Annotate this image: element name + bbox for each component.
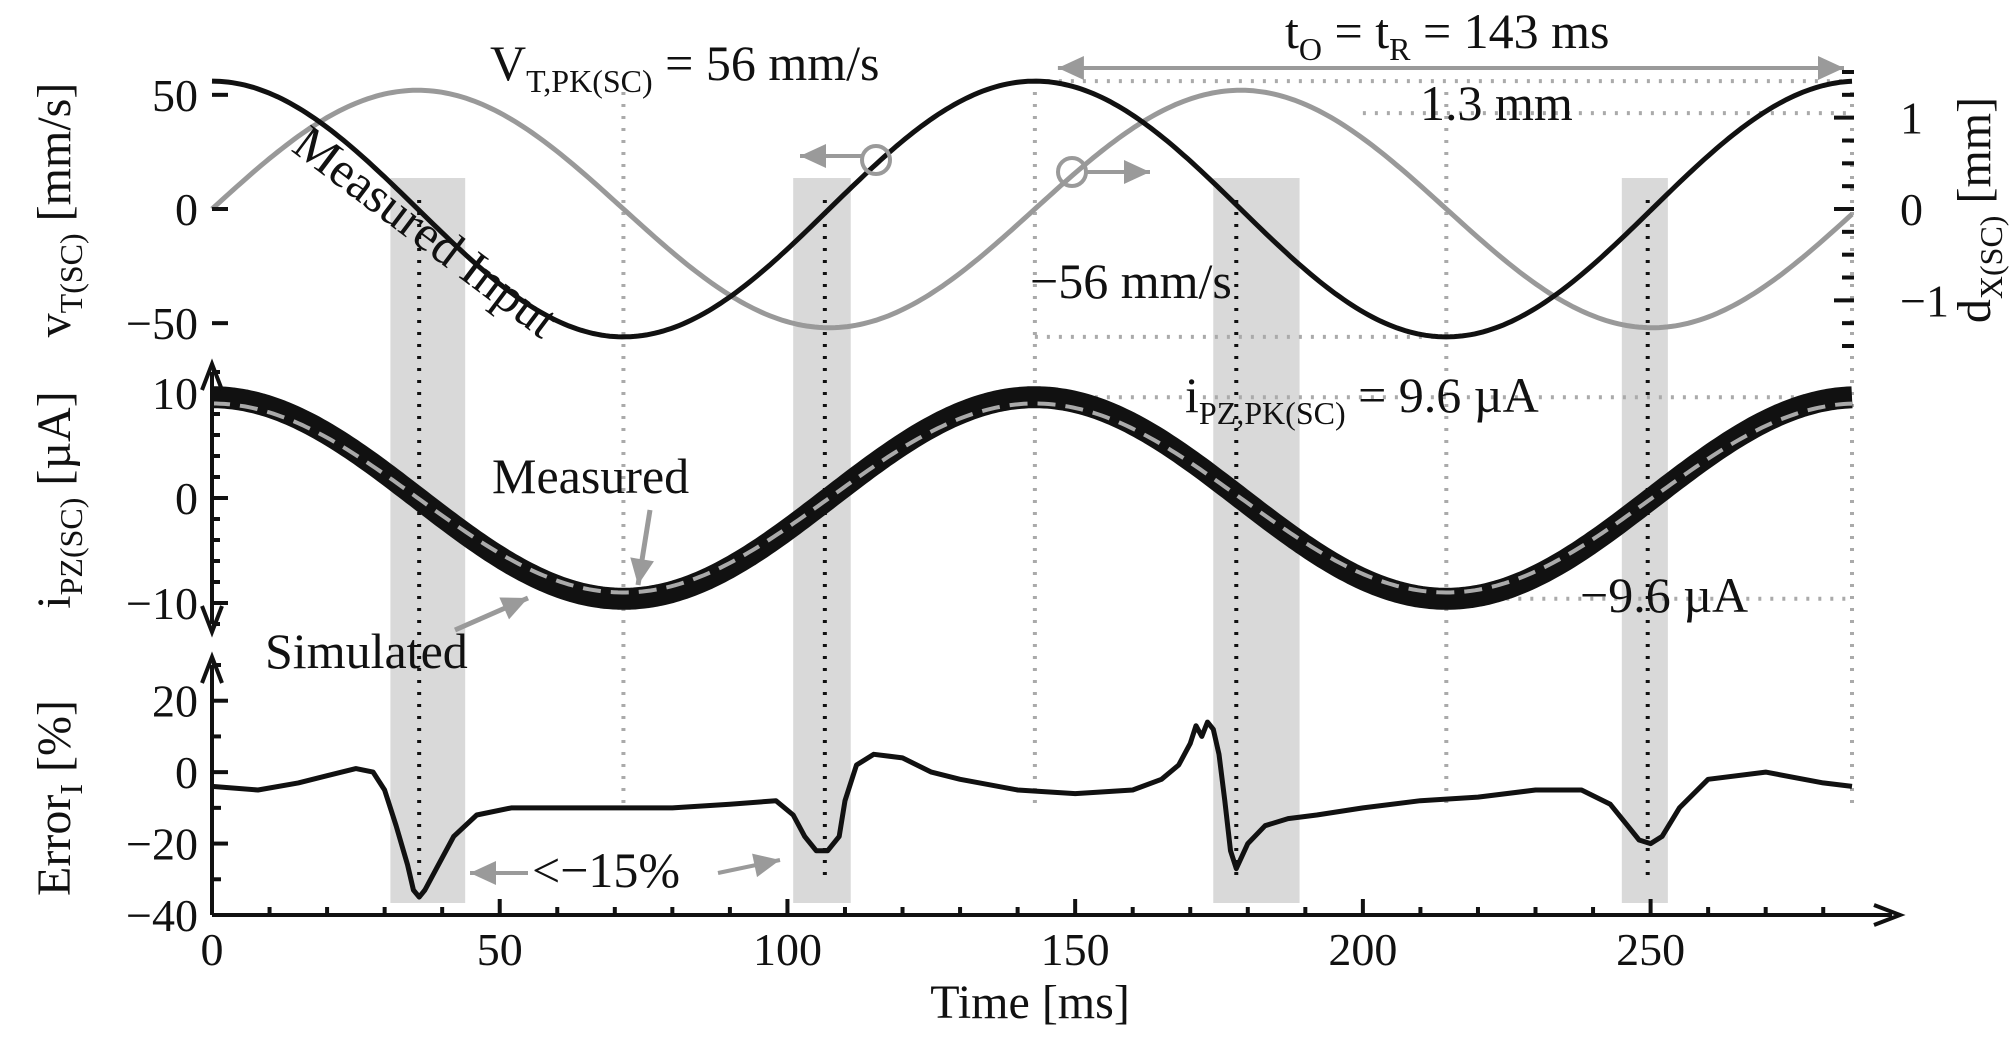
simulated-pointer-head bbox=[499, 597, 528, 620]
velocity-min-annotation: −56 mm/s bbox=[1030, 253, 1232, 309]
top-left-tick-label: 0 bbox=[175, 184, 198, 235]
measured-label: Measured bbox=[492, 448, 689, 504]
x-tick-label: 250 bbox=[1616, 924, 1685, 975]
top-right-axis-label: dX(SC) [mm] bbox=[1948, 97, 2009, 323]
middle-panel-series bbox=[205, 386, 1859, 610]
threshold-arrow-right-head bbox=[752, 853, 780, 878]
axes bbox=[200, 72, 1906, 927]
x-tick-label: 100 bbox=[753, 924, 822, 975]
x-tick-label: 150 bbox=[1041, 924, 1110, 975]
period-double-arrow-head bbox=[1057, 56, 1084, 80]
middle-axis-arrow-down bbox=[200, 605, 224, 638]
x-axis-label: Time [ms] bbox=[930, 976, 1130, 1029]
shaded-region bbox=[793, 178, 851, 903]
measured-pointer-head bbox=[630, 557, 654, 585]
bottom-tick-label: 20 bbox=[152, 676, 198, 727]
simulated-label: Simulated bbox=[265, 623, 468, 679]
shaded-region bbox=[1621, 178, 1668, 903]
annotation-arrows bbox=[453, 56, 1844, 885]
velocity-axis-pointer-head bbox=[800, 144, 826, 168]
vpk-annotation: VT,PK(SC) = 56 mm/s bbox=[490, 35, 879, 99]
middle-axis-label: iPZ(SC) [µA] bbox=[28, 391, 89, 608]
displacement-axis-pointer-head bbox=[1124, 160, 1150, 184]
bottom-tick-label: 0 bbox=[175, 747, 198, 798]
x-tick-label: 200 bbox=[1328, 924, 1397, 975]
bottom-axis-label: ErrorI [%] bbox=[28, 700, 89, 896]
top-right-tick-label: 1 bbox=[1900, 93, 1923, 144]
middle-tick-label: 0 bbox=[175, 473, 198, 524]
error-series bbox=[211, 719, 1853, 900]
current-min-annotation: −9.6 µA bbox=[1580, 567, 1748, 623]
top-left-tick-label: −50 bbox=[126, 298, 198, 349]
x-tick-label: 50 bbox=[477, 924, 523, 975]
displacement-peak-annotation: 1.3 mm bbox=[1420, 75, 1573, 131]
top-right-tick-label: −1 bbox=[1900, 275, 1949, 326]
dotted-marker-lines bbox=[417, 200, 1650, 880]
simulated-current-series bbox=[212, 401, 1853, 595]
displacement-series-marker bbox=[1056, 156, 1088, 188]
dotted-gridlines bbox=[621, 79, 1854, 805]
period-annotation: tO = tR = 143 ms bbox=[1285, 3, 1610, 67]
bottom-tick-label: −40 bbox=[126, 890, 198, 941]
bottom-axis-arrow-up bbox=[200, 651, 224, 684]
top-left-tick-label: 50 bbox=[152, 70, 198, 121]
top-left-axis-label: vT(SC) [mm/s] bbox=[28, 83, 89, 338]
top-right-tick-label: 0 bbox=[1900, 184, 1923, 235]
threshold-arrow-left-head bbox=[470, 861, 496, 885]
threshold-annotation: <−15% bbox=[532, 842, 680, 898]
measured-current-series bbox=[205, 386, 1859, 610]
x-tick-label: 0 bbox=[201, 924, 224, 975]
velocity-series bbox=[211, 78, 1853, 340]
middle-tick-label: 10 bbox=[152, 368, 198, 419]
displacement-series bbox=[210, 87, 1854, 331]
middle-tick-label: −10 bbox=[126, 578, 198, 629]
middle-axis-arrow-up bbox=[200, 358, 224, 391]
ipk-annotation: iPZ,PK(SC) = 9.6 µA bbox=[1185, 367, 1539, 431]
shaded-region bbox=[390, 178, 466, 903]
velocity-series-marker bbox=[860, 144, 892, 176]
bottom-tick-label: −20 bbox=[126, 819, 198, 870]
period-double-arrow-head bbox=[1818, 56, 1844, 80]
top-panel-series bbox=[210, 78, 1854, 340]
bottom-panel-series bbox=[211, 719, 1853, 900]
time-axis-arrow bbox=[1873, 903, 1906, 927]
